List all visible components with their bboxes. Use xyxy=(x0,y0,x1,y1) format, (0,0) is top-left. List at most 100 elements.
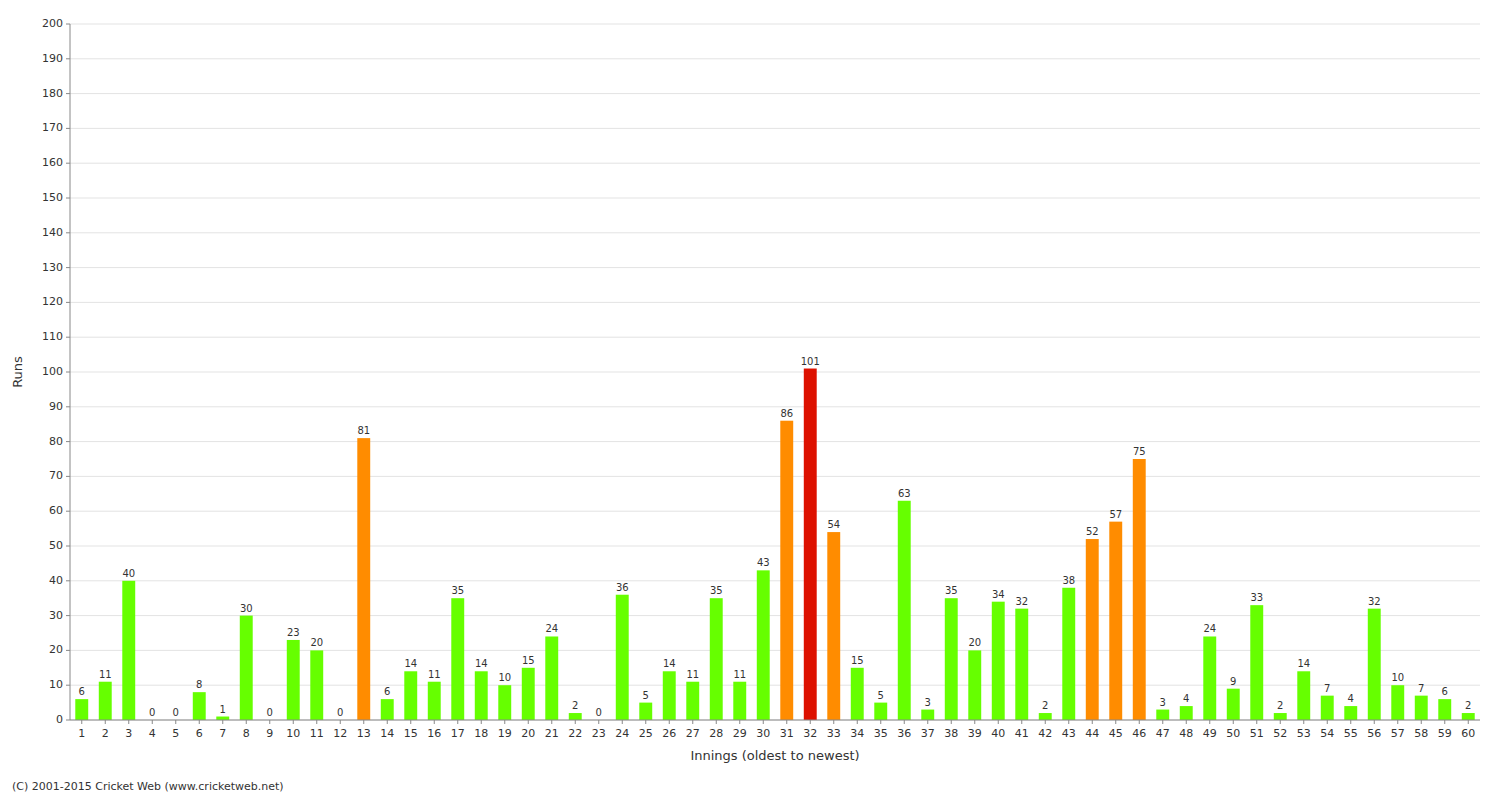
bar xyxy=(1062,588,1075,720)
y-tick xyxy=(66,24,70,25)
x-tick xyxy=(410,720,411,724)
x-tick xyxy=(880,720,881,724)
data-label: 9 xyxy=(1230,676,1236,687)
data-label: 5 xyxy=(878,690,884,701)
grid-line xyxy=(70,24,1480,25)
x-tick xyxy=(692,720,693,724)
data-label: 4 xyxy=(1348,693,1354,704)
x-axis-label: Innings (oldest to newest) xyxy=(690,748,859,763)
grid-line xyxy=(70,615,1480,616)
grid-line xyxy=(70,302,1480,303)
y-axis-line xyxy=(70,24,71,720)
y-tick xyxy=(66,198,70,199)
x-tick-label: 16 xyxy=(427,727,441,740)
y-tick-label: 190 xyxy=(42,52,63,65)
grid-line xyxy=(70,546,1480,547)
data-label: 32 xyxy=(1368,596,1381,607)
y-tick-label: 70 xyxy=(49,469,63,482)
x-tick-label: 51 xyxy=(1250,727,1264,740)
x-tick xyxy=(645,720,646,724)
data-label: 11 xyxy=(428,669,441,680)
bar xyxy=(710,598,723,720)
data-label: 0 xyxy=(267,707,273,718)
data-label: 7 xyxy=(1324,683,1330,694)
x-tick-label: 32 xyxy=(803,727,817,740)
x-tick-label: 48 xyxy=(1179,727,1193,740)
data-label: 2 xyxy=(572,700,578,711)
y-tick xyxy=(66,476,70,477)
x-tick xyxy=(1115,720,1116,724)
data-label: 20 xyxy=(310,637,323,648)
x-tick xyxy=(1444,720,1445,724)
x-tick xyxy=(786,720,787,724)
grid-line xyxy=(70,580,1480,581)
y-tick xyxy=(66,720,70,721)
x-tick xyxy=(716,720,717,724)
bar xyxy=(968,650,981,720)
grid-line xyxy=(70,337,1480,338)
x-tick xyxy=(1327,720,1328,724)
data-label: 75 xyxy=(1133,446,1146,457)
bar xyxy=(498,685,511,720)
y-tick-label: 130 xyxy=(42,261,63,274)
x-tick xyxy=(1139,720,1140,724)
data-label: 24 xyxy=(545,623,558,634)
y-tick-label: 60 xyxy=(49,504,63,517)
x-tick xyxy=(504,720,505,724)
bar xyxy=(804,369,817,720)
data-label: 35 xyxy=(945,585,958,596)
y-axis: 0102030405060708090100110120130140150160… xyxy=(42,17,70,726)
y-tick xyxy=(66,128,70,129)
x-tick-label: 11 xyxy=(310,727,324,740)
data-label: 54 xyxy=(827,519,840,530)
bar xyxy=(1368,609,1381,720)
data-label: 4 xyxy=(1183,693,1189,704)
x-tick xyxy=(1233,720,1234,724)
data-label: 11 xyxy=(686,669,699,680)
bar xyxy=(451,598,464,720)
x-tick-label: 46 xyxy=(1132,727,1146,740)
data-label: 6 xyxy=(384,686,390,697)
bar xyxy=(1015,609,1028,720)
bar xyxy=(1086,539,1099,720)
bar xyxy=(1180,706,1193,720)
x-tick xyxy=(293,720,294,724)
bar xyxy=(945,598,958,720)
y-tick xyxy=(66,685,70,686)
data-label: 5 xyxy=(643,690,649,701)
grid-line xyxy=(70,58,1480,59)
grid-line xyxy=(70,198,1480,199)
bar xyxy=(1438,699,1451,720)
y-tick-label: 90 xyxy=(49,400,63,413)
y-tick xyxy=(66,58,70,59)
grid-line xyxy=(70,128,1480,129)
bar xyxy=(1321,696,1334,720)
x-tick-label: 43 xyxy=(1062,727,1076,740)
x-tick-label: 44 xyxy=(1085,727,1099,740)
bar xyxy=(287,640,300,720)
x-tick xyxy=(1280,720,1281,724)
x-tick xyxy=(1209,720,1210,724)
data-label: 6 xyxy=(1442,686,1448,697)
data-label: 36 xyxy=(616,582,629,593)
y-tick xyxy=(66,650,70,651)
data-label: 2 xyxy=(1042,700,1048,711)
x-tick xyxy=(269,720,270,724)
data-label: 35 xyxy=(451,585,464,596)
bar xyxy=(428,682,441,720)
bar xyxy=(1274,713,1287,720)
x-tick xyxy=(1256,720,1257,724)
x-tick-label: 18 xyxy=(474,727,488,740)
x-tick xyxy=(575,720,576,724)
x-tick-label: 17 xyxy=(451,727,465,740)
data-label: 23 xyxy=(287,627,300,638)
x-tick xyxy=(739,720,740,724)
x-tick xyxy=(857,720,858,724)
x-tick-label: 38 xyxy=(944,727,958,740)
y-tick xyxy=(66,163,70,164)
bar xyxy=(569,713,582,720)
x-tick-label: 52 xyxy=(1273,727,1287,740)
bar xyxy=(1156,710,1169,720)
grid-line xyxy=(70,511,1480,512)
data-label: 52 xyxy=(1086,526,1099,537)
